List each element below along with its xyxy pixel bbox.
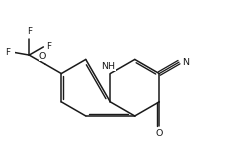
Text: F: F	[6, 48, 11, 57]
Text: O: O	[155, 129, 162, 138]
Text: N: N	[181, 58, 188, 67]
Text: F: F	[27, 27, 32, 36]
Text: F: F	[46, 42, 51, 51]
Text: O: O	[39, 52, 46, 61]
Text: NH: NH	[101, 61, 115, 70]
